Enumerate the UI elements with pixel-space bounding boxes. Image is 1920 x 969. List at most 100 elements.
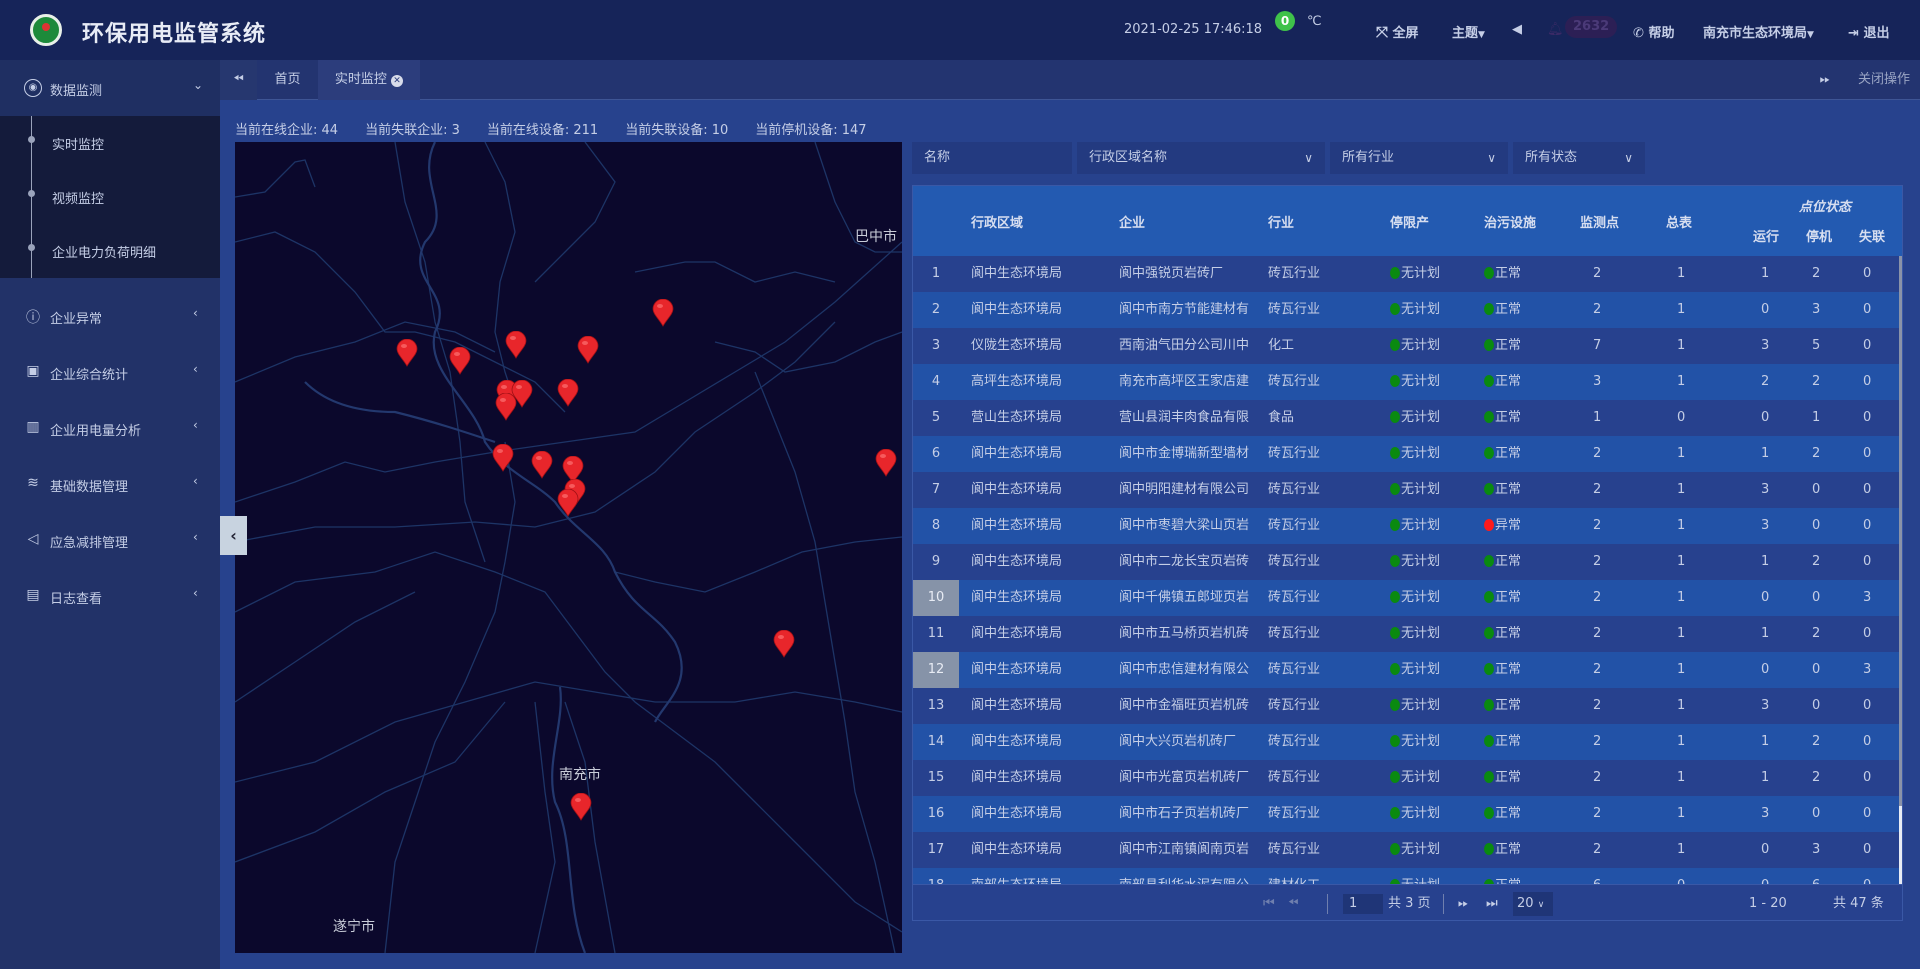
- row-index[interactable]: 9: [931, 554, 941, 569]
- map-marker-icon[interactable]: [449, 346, 471, 375]
- table-row[interactable]: 18 南部生态环境局 南部县利华水泥有限公建材化工无计划 正常 6 0 0 6 0: [913, 868, 1899, 884]
- sidebar-item-data-monitor[interactable]: ◉ 数据监测 ⌄: [0, 60, 220, 116]
- table-row[interactable]: 2 阆中生态环境局 阆中市南方节能建材有 砖瓦行业 无计划 正常 2 1 0 3 0: [913, 292, 1899, 328]
- table-row[interactable]: 12 阆中生态环境局 阆中市忠信建材有限公 砖瓦行业 无计划 正常 2 1 0 0 3: [913, 652, 1899, 688]
- table-row[interactable]: 17 阆中生态环境局 阆中市江南镇阆南页岩 砖瓦行业 无计划 正常 2 1 0 3 0: [913, 832, 1899, 868]
- map-marker-icon[interactable]: [505, 330, 527, 360]
- industry-select[interactable]: 所有行业 ∨: [1330, 142, 1508, 174]
- row-index[interactable]: 17: [927, 842, 945, 857]
- table-row[interactable]: 1 阆中生态环境局 阆中强锐页岩砖厂 砖瓦行业 无计划 正常 2 1 1 2 0: [913, 256, 1899, 292]
- map-marker-icon[interactable]: [557, 378, 579, 407]
- sidebar-item-power-analysis[interactable]: ▥ 企业用电量分析 ‹: [0, 400, 220, 456]
- status-dot-icon: [1390, 843, 1400, 855]
- map-marker-icon[interactable]: [773, 629, 795, 658]
- status-text: 正常: [1495, 374, 1522, 389]
- scrollbar-thumb[interactable]: [1899, 256, 1902, 806]
- table-row[interactable]: 9 阆中生态环境局 阆中市二龙长宝页岩砖 砖瓦行业 无计划 正常 2 1 1 2 0: [913, 544, 1899, 580]
- fullscreen-button[interactable]: ⤧ 全屏: [1376, 23, 1419, 41]
- close-tab-icon[interactable]: ✕: [391, 75, 404, 87]
- row-index[interactable]: 4: [931, 374, 941, 389]
- logout-button[interactable]: ⇥ 退出: [1848, 26, 1890, 41]
- notification-count[interactable]: 2632: [1565, 16, 1618, 38]
- table-row[interactable]: 3 仪陇生态环境局 西南油气田分公司川中 化工 无计划 正常 7 1 3 5 0: [913, 328, 1899, 364]
- close-operations-button[interactable]: 关闭操作: [1857, 72, 1910, 87]
- row-index[interactable]: 12: [913, 652, 959, 688]
- table-row[interactable]: 13 阆中生态环境局 阆中市金福旺页岩机砖 砖瓦行业 无计划 正常 2 1 3 0 0: [913, 688, 1899, 724]
- app-title: 环保用电监管系统: [82, 22, 267, 47]
- sidebar-subitem-load[interactable]: 企业电力负荷明细: [52, 246, 157, 261]
- table-row[interactable]: 6 阆中生态环境局 阆中市金博瑞新型墙材 砖瓦行业 无计划 正常 2 1 1 2 0: [913, 436, 1899, 472]
- tab-home[interactable]: 首页: [274, 72, 301, 87]
- last-page-icon[interactable]: ⏭︎: [1486, 896, 1498, 911]
- map-marker-icon[interactable]: [492, 443, 514, 472]
- map-marker-icon[interactable]: [562, 455, 584, 485]
- row-index[interactable]: 10: [913, 580, 959, 616]
- map-marker-icon[interactable]: [396, 338, 418, 367]
- table-row[interactable]: 11 阆中生态环境局 阆中市五马桥页岩机砖 砖瓦行业 无计划 正常 2 1 1 2 0: [913, 616, 1899, 652]
- row-index[interactable]: 11: [927, 626, 945, 641]
- sidebar-item-base-data[interactable]: ≋ 基础数据管理 ‹: [0, 456, 220, 512]
- status-dot-icon: [1390, 519, 1400, 531]
- caret-down-icon: ▼: [1807, 30, 1814, 40]
- collapse-sidebar-button[interactable]: ‹: [220, 516, 247, 555]
- temperature-badge: 0: [1275, 11, 1295, 31]
- row-index[interactable]: 14: [927, 734, 945, 749]
- cell-industry: 砖瓦行业: [1268, 446, 1321, 461]
- map-marker-icon[interactable]: [495, 392, 517, 421]
- page-input[interactable]: 1: [1343, 894, 1383, 914]
- row-index[interactable]: 6: [931, 446, 941, 461]
- table-row[interactable]: 4 高坪生态环境局 南充市高坪区王家店建 砖瓦行业 无计划 正常 3 1 2 2 0: [913, 364, 1899, 400]
- help-button[interactable]: ✆ 帮助: [1633, 26, 1675, 41]
- sidebar-item-emergency[interactable]: ◁ 应急减排管理 ‹: [0, 512, 220, 568]
- speaker-icon[interactable]: ◀: [1512, 22, 1522, 37]
- name-search-input[interactable]: 名称: [912, 142, 1072, 174]
- tab-scroll-left-icon[interactable]: ⏪︎: [220, 60, 257, 100]
- row-index[interactable]: 13: [927, 698, 945, 713]
- row-index[interactable]: 15: [927, 770, 945, 785]
- row-index[interactable]: 2: [931, 302, 941, 317]
- sidebar-subitem-realtime[interactable]: 实时监控: [52, 138, 105, 153]
- cell-region: 阆中生态环境局: [971, 734, 1063, 749]
- table-row[interactable]: 8 阆中生态环境局 阆中市枣碧大梁山页岩 砖瓦行业 无计划 异常 2 1 3 0 0: [913, 508, 1899, 544]
- row-index[interactable]: 7: [931, 482, 941, 497]
- next-page-icon[interactable]: ⏩︎: [1458, 896, 1469, 911]
- cell-meter: 1: [1677, 302, 1686, 317]
- first-page-icon[interactable]: ⏮︎: [1263, 896, 1275, 911]
- org-dropdown[interactable]: 南充市生态环境局▼: [1703, 26, 1814, 41]
- sidebar-item-logs[interactable]: ▤ 日志查看 ‹: [0, 568, 220, 624]
- sidebar-item-anomaly[interactable]: ⓘ 企业异常 ‹: [26, 306, 198, 327]
- bell-icon[interactable]: 🔔︎: [1547, 22, 1564, 37]
- cell-facility: 正常: [1484, 364, 1521, 400]
- table-row[interactable]: 14 阆中生态环境局 阆中大兴页岩机砖厂 砖瓦行业 无计划 正常 2 1 1 2 0: [913, 724, 1899, 760]
- map-marker-icon[interactable]: [570, 792, 592, 821]
- sidebar-subitem-video[interactable]: 视频监控: [52, 192, 105, 207]
- cell-industry: 砖瓦行业: [1268, 626, 1321, 641]
- tab-scroll-right-icon[interactable]: ⏩︎: [1819, 72, 1831, 87]
- row-index[interactable]: 1: [931, 266, 941, 281]
- map-marker-icon[interactable]: [652, 298, 674, 327]
- status-select[interactable]: 所有状态 ∨: [1513, 142, 1645, 174]
- table-row[interactable]: 15 阆中生态环境局 阆中市光富页岩机砖厂 砖瓦行业 无计划 正常 2 1 1 2 0: [913, 760, 1899, 796]
- map[interactable]: 巴中市 南充市 遂宁市: [235, 142, 902, 953]
- theme-dropdown[interactable]: 主题▼: [1452, 26, 1485, 41]
- table-row[interactable]: 10 阆中生态环境局 阆中千佛镇五郎垭页岩 砖瓦行业 无计划 正常 2 1 0 0 3: [913, 580, 1899, 616]
- row-index[interactable]: 8: [931, 518, 941, 533]
- table-row[interactable]: 16 阆中生态环境局 阆中市石子页岩机砖厂 砖瓦行业 无计划 正常 2 1 3 0 0: [913, 796, 1899, 832]
- cell-run: 1: [1761, 446, 1770, 461]
- map-marker-icon[interactable]: [875, 448, 897, 477]
- table-row[interactable]: 5 营山生态环境局 营山县润丰肉食品有限 食品 无计划 正常 1 0 0 1 0: [913, 400, 1899, 436]
- row-index[interactable]: 3: [931, 338, 941, 353]
- row-index[interactable]: 18: [913, 868, 959, 884]
- sidebar-item-stats[interactable]: ▣ 企业综合统计 ‹: [0, 344, 220, 400]
- table-row[interactable]: 7 阆中生态环境局 阆中明阳建材有限公司 砖瓦行业 无计划 正常 2 1 3 0 0: [913, 472, 1899, 508]
- row-index[interactable]: 5: [931, 410, 941, 425]
- tab-realtime[interactable]: 实时监控 ✕: [318, 60, 420, 100]
- region-select[interactable]: 行政区域名称 ∨: [1077, 142, 1325, 174]
- map-marker-icon[interactable]: [531, 450, 553, 479]
- map-marker-icon[interactable]: [577, 335, 599, 365]
- map-marker-icon[interactable]: [557, 488, 579, 517]
- map-marker-icon[interactable]: [511, 379, 533, 408]
- row-index[interactable]: 16: [927, 806, 945, 821]
- prev-page-icon[interactable]: ⏪︎: [1288, 896, 1299, 911]
- page-size-select[interactable]: 20 ∨: [1513, 892, 1553, 916]
